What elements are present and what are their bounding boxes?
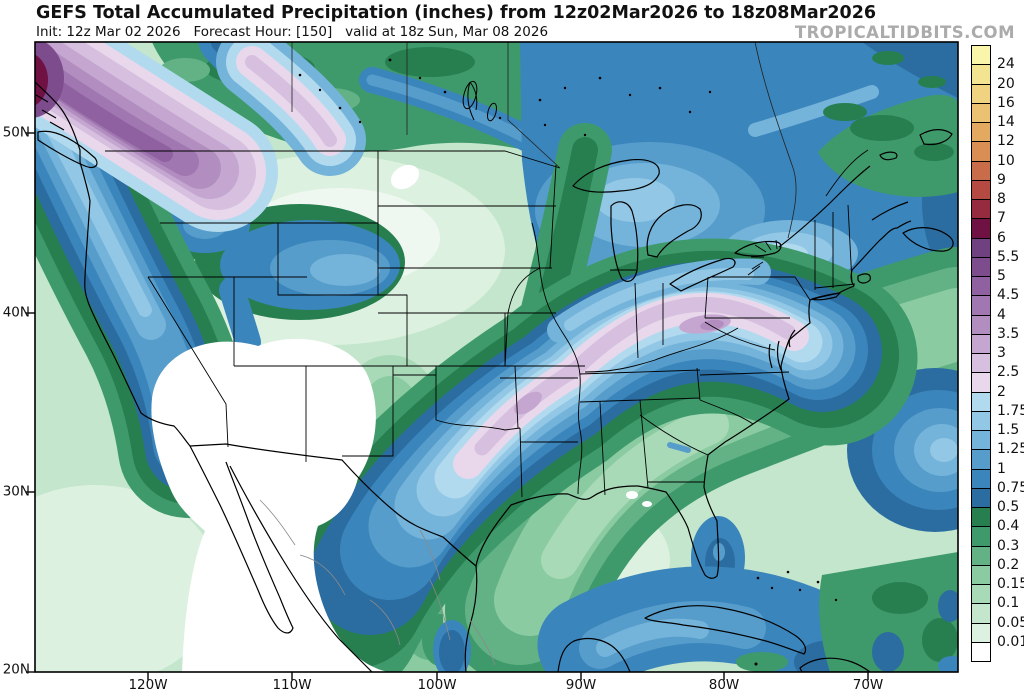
tropicaltidbits-watermark: TROPICALTIDBITS.COM — [794, 23, 1015, 42]
colorbar-tick-label: 3 — [997, 345, 1006, 361]
colorbar-box — [971, 179, 991, 200]
coastlines — [35, 81, 954, 672]
colorbar-tick-label: 0.4 — [997, 518, 1020, 535]
colorbar-tick-label: 1 — [997, 460, 1006, 477]
small-lakes-islands — [298, 58, 838, 666]
colorbar-tick-label: 16 — [997, 94, 1015, 111]
colorbar-box — [971, 372, 991, 393]
colorbar-tick-label: 9 — [997, 171, 1006, 188]
lon-tick-label: 70W — [852, 677, 884, 693]
lon-tick-label: 120W — [128, 677, 168, 693]
colorbar-box — [971, 449, 991, 470]
colorbar-box — [971, 353, 991, 374]
colorbar-box — [971, 410, 991, 431]
colorbar-tick-label: 0.01 — [997, 633, 1024, 650]
mexico-state-borders — [259, 499, 496, 666]
colorbar-box — [971, 199, 991, 220]
manitoba-lakes — [462, 80, 498, 122]
colorbar-box — [971, 545, 991, 566]
colorbar-tick-label: 1.25 — [997, 441, 1024, 458]
colorbar-box — [971, 468, 991, 489]
colorbar-tick-label: 7 — [997, 210, 1006, 227]
lat-tick-label: 50N — [2, 124, 30, 141]
colorbar-tick-label: 4 — [997, 306, 1006, 323]
colorbar-box — [971, 391, 991, 412]
colorbar-tick-label: 0.3 — [997, 537, 1020, 554]
colorbar-box — [971, 256, 991, 277]
lon-tick-label: 110W — [272, 677, 312, 693]
colorbar-box — [971, 295, 991, 316]
colorbar-box — [971, 276, 991, 297]
colorbar-tick-label: 2 — [997, 383, 1006, 400]
colorbar-tick-label: 4.5 — [997, 287, 1020, 304]
lon-tick-label: 80W — [708, 677, 740, 693]
colorbar-tick-label: 5 — [997, 268, 1006, 284]
colorbar-box — [971, 584, 991, 605]
colorbar-box — [971, 526, 991, 547]
colorbar-box — [971, 45, 991, 66]
colorbar-box — [971, 622, 991, 643]
colorbar-box — [971, 102, 991, 123]
colorbar-box — [971, 507, 991, 528]
colorbar-tick-label: 8 — [997, 191, 1006, 207]
colorbar-tick-label: 0.5 — [997, 499, 1020, 515]
lon-tick-label: 90W — [565, 677, 597, 693]
colorbar-tick-label: 2.5 — [997, 364, 1020, 381]
lon-tick-label: 100W — [417, 677, 457, 693]
colorbar-box — [971, 237, 991, 258]
state-borders — [105, 149, 869, 498]
colorbar-tick-label: 10 — [997, 152, 1015, 169]
colorbar-tick-label: 0.75 — [997, 479, 1024, 496]
colorbar-box — [971, 160, 991, 181]
colorbar-tick-label: 20 — [997, 75, 1015, 92]
colorbar-box — [971, 122, 991, 143]
colorbar-tick-label: 6 — [997, 229, 1006, 246]
province-borders — [291, 42, 797, 239]
colorbar-tick-label: 0.05 — [997, 614, 1024, 631]
lat-tick-label: 30N — [2, 483, 30, 500]
colorbar-box — [971, 333, 991, 354]
colorbar-box — [971, 218, 991, 239]
colorbar-tick-label: 1.75 — [997, 402, 1024, 419]
colorbar-tick-label: 0.1 — [997, 595, 1020, 612]
lat-tick-label: 20N — [2, 661, 30, 678]
colorbar-tick-label: 1.5 — [997, 422, 1020, 438]
colorbar-box — [971, 314, 991, 335]
colorbar-tick-label: 0.2 — [997, 556, 1020, 573]
colorbar-tick-label: 0.15 — [997, 576, 1024, 592]
colorbar-tick-label: 14 — [997, 114, 1015, 130]
colorbar-box — [971, 603, 991, 624]
colorbar-box — [971, 64, 991, 85]
colorbar-tick-label: 3.5 — [997, 325, 1020, 342]
colorbar-box — [971, 141, 991, 162]
colorbar-tick-label: 5.5 — [997, 248, 1020, 265]
burst-marks — [747, 239, 778, 276]
colorbar-tick-label: 24 — [997, 56, 1015, 73]
precip-shading — [35, 42, 958, 672]
colorbar-tick-label: 12 — [997, 133, 1015, 150]
colorbar-box — [971, 564, 991, 585]
map-title: GEFS Total Accumulated Precipitation (in… — [36, 3, 877, 23]
colorbar-box — [971, 83, 991, 104]
map-frame — [26, 41, 959, 680]
colorbar-box — [971, 487, 991, 508]
colorbar-box — [971, 430, 991, 451]
init-forecast-valid-line: Init: 12z Mar 02 2026 Forecast Hour: [15… — [36, 24, 549, 40]
lat-tick-label: 40N — [2, 304, 30, 321]
colorbar-box — [971, 641, 991, 662]
